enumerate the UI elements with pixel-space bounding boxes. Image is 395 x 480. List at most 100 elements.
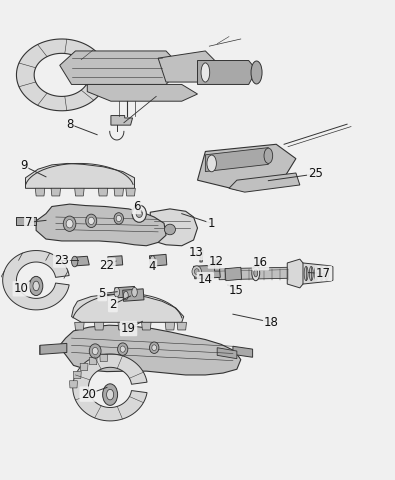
Circle shape <box>116 216 121 222</box>
Polygon shape <box>165 323 175 330</box>
Circle shape <box>149 342 159 353</box>
Circle shape <box>114 213 124 224</box>
Polygon shape <box>214 260 220 271</box>
Ellipse shape <box>252 265 260 281</box>
Circle shape <box>194 269 199 275</box>
Text: 25: 25 <box>308 168 323 180</box>
Circle shape <box>192 266 201 277</box>
Polygon shape <box>149 254 167 266</box>
Text: 14: 14 <box>198 273 213 286</box>
Polygon shape <box>217 348 237 359</box>
Text: 1: 1 <box>207 217 215 230</box>
Text: 12: 12 <box>209 254 224 267</box>
Ellipse shape <box>251 61 262 84</box>
Polygon shape <box>89 358 97 365</box>
Polygon shape <box>177 323 186 330</box>
Text: 4: 4 <box>149 260 156 273</box>
Polygon shape <box>94 323 104 330</box>
Circle shape <box>132 205 146 222</box>
Polygon shape <box>80 363 88 371</box>
Polygon shape <box>123 289 144 301</box>
Polygon shape <box>59 325 241 375</box>
Circle shape <box>89 344 101 358</box>
Ellipse shape <box>150 256 155 264</box>
Circle shape <box>86 214 97 228</box>
Circle shape <box>63 216 76 231</box>
Polygon shape <box>75 323 84 330</box>
Text: 2: 2 <box>109 298 117 311</box>
Polygon shape <box>150 209 198 246</box>
Text: 6: 6 <box>133 200 140 213</box>
Ellipse shape <box>103 384 118 406</box>
Polygon shape <box>126 188 135 196</box>
Polygon shape <box>303 263 333 284</box>
Polygon shape <box>17 217 36 225</box>
Polygon shape <box>98 188 108 196</box>
Polygon shape <box>35 188 45 196</box>
Polygon shape <box>205 148 268 171</box>
Polygon shape <box>198 144 296 190</box>
Circle shape <box>92 348 98 355</box>
Polygon shape <box>200 251 203 262</box>
Polygon shape <box>111 116 133 125</box>
Circle shape <box>120 346 125 352</box>
Ellipse shape <box>33 281 39 291</box>
Text: 15: 15 <box>229 284 243 297</box>
Ellipse shape <box>325 266 329 281</box>
Polygon shape <box>158 51 217 82</box>
Polygon shape <box>40 343 67 354</box>
Ellipse shape <box>132 288 137 297</box>
Polygon shape <box>73 354 147 421</box>
Text: 8: 8 <box>66 118 73 131</box>
Text: 9: 9 <box>20 159 27 172</box>
Polygon shape <box>114 188 124 196</box>
Text: 19: 19 <box>121 322 136 335</box>
Polygon shape <box>73 372 81 379</box>
Circle shape <box>66 219 73 228</box>
Polygon shape <box>118 323 128 330</box>
Circle shape <box>118 343 128 355</box>
Ellipse shape <box>309 266 313 281</box>
Text: 23: 23 <box>54 253 69 266</box>
Ellipse shape <box>201 63 210 82</box>
Polygon shape <box>87 84 198 101</box>
Text: 5: 5 <box>99 287 106 300</box>
Polygon shape <box>141 323 151 330</box>
Circle shape <box>136 210 142 217</box>
Text: 16: 16 <box>253 256 268 269</box>
Polygon shape <box>3 251 69 310</box>
Polygon shape <box>219 267 288 280</box>
Polygon shape <box>115 287 135 298</box>
Polygon shape <box>233 346 253 357</box>
Polygon shape <box>225 267 242 281</box>
Polygon shape <box>70 381 77 388</box>
Circle shape <box>88 217 94 225</box>
Polygon shape <box>36 204 166 246</box>
Ellipse shape <box>264 148 273 163</box>
Text: 13: 13 <box>189 246 204 259</box>
Text: 17: 17 <box>316 267 331 280</box>
Polygon shape <box>287 259 304 288</box>
Ellipse shape <box>114 288 120 297</box>
Ellipse shape <box>254 269 258 277</box>
Polygon shape <box>51 188 60 196</box>
Polygon shape <box>229 173 300 192</box>
Ellipse shape <box>314 266 318 281</box>
Ellipse shape <box>320 266 324 281</box>
Text: 18: 18 <box>264 316 279 329</box>
Polygon shape <box>75 188 84 196</box>
Polygon shape <box>17 39 102 111</box>
Polygon shape <box>71 294 184 323</box>
Text: 22: 22 <box>100 259 115 272</box>
Circle shape <box>152 345 156 350</box>
Ellipse shape <box>164 224 175 235</box>
Polygon shape <box>194 265 220 279</box>
Polygon shape <box>73 256 89 266</box>
Polygon shape <box>26 163 135 188</box>
Ellipse shape <box>124 291 128 300</box>
Ellipse shape <box>304 266 308 281</box>
Polygon shape <box>60 51 182 84</box>
Ellipse shape <box>207 155 216 172</box>
Polygon shape <box>108 256 123 266</box>
Text: 7: 7 <box>25 216 33 229</box>
